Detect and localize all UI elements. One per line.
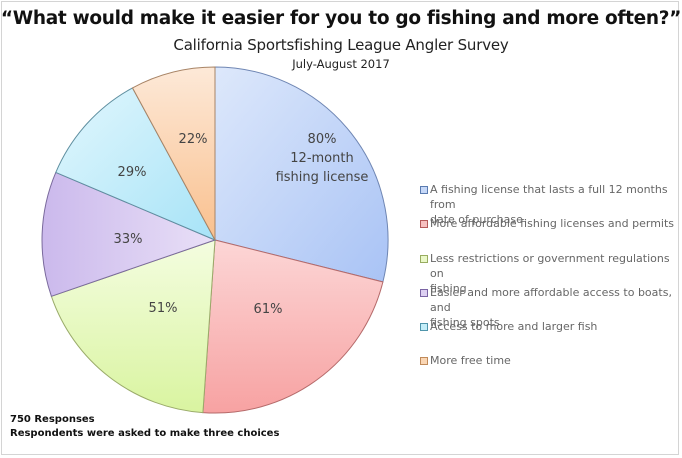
legend-item-affordable-licenses: More affordable fishing licenses and per… — [420, 216, 682, 231]
respondents-note: Respondents were asked to make three cho… — [10, 428, 280, 439]
slice-desc-2: fishing license — [275, 170, 369, 185]
legend-item-access-boats: Easier and more affordable access to boa… — [420, 285, 682, 330]
legend-label-cont: fishing — [430, 282, 467, 295]
legend-item-12-month-license: A fishing license that lasts a full 12 m… — [420, 182, 682, 227]
slice-12-month-license — [214, 66, 389, 283]
slice-label-51: 51% — [148, 301, 178, 316]
legend-label-cont: date of purchase — [430, 213, 523, 226]
slice-desc-1: 12-month — [290, 151, 354, 166]
legend-label: More free time — [430, 354, 511, 367]
slice-label-33: 33% — [113, 232, 143, 247]
slice-label-61: 61% — [253, 302, 283, 317]
legend-label-cont: fishing spots — [430, 316, 500, 329]
legend-label: More affordable fishing licenses and per… — [430, 217, 675, 230]
legend-swatch-orange — [420, 357, 428, 365]
legend-item-free-time: More free time — [420, 353, 682, 368]
slice-label-80: 80% 12-month fishing license — [262, 130, 382, 187]
legend-label: A fishing license that lasts a full 12 m… — [430, 183, 668, 211]
legend-swatch-green — [420, 255, 428, 263]
legend-item-less-restrictions: Less restrictions or government regulati… — [420, 251, 682, 296]
legend-label: Less restrictions or government regulati… — [430, 252, 670, 280]
slice-affordable-licenses — [202, 239, 384, 414]
slice-label-29: 29% — [117, 165, 147, 180]
responses-count: 750 Responses — [10, 414, 95, 425]
legend-swatch-blue — [420, 186, 428, 194]
chart-title: “What would make it easier for you to go… — [0, 8, 682, 29]
legend-swatch-purple — [420, 289, 428, 297]
legend-swatch-cyan — [420, 323, 428, 331]
slice-free-time — [131, 66, 216, 241]
chart-subtitle: California Sportsfishing League Angler S… — [173, 36, 509, 54]
slice-less-restrictions — [50, 239, 216, 414]
slice-larger-fish — [55, 87, 217, 242]
slice-pct: 80% — [307, 132, 337, 147]
slice-label-22: 22% — [178, 132, 208, 147]
legend-label: Access to more and larger fish — [430, 320, 598, 333]
slice-access-boats — [41, 171, 217, 297]
legend-item-larger-fish: Access to more and larger fish — [420, 319, 682, 334]
survey-date: July-August 2017 — [292, 57, 390, 71]
legend-label: Easier and more affordable access to boa… — [430, 286, 672, 314]
legend-swatch-red — [420, 220, 428, 228]
